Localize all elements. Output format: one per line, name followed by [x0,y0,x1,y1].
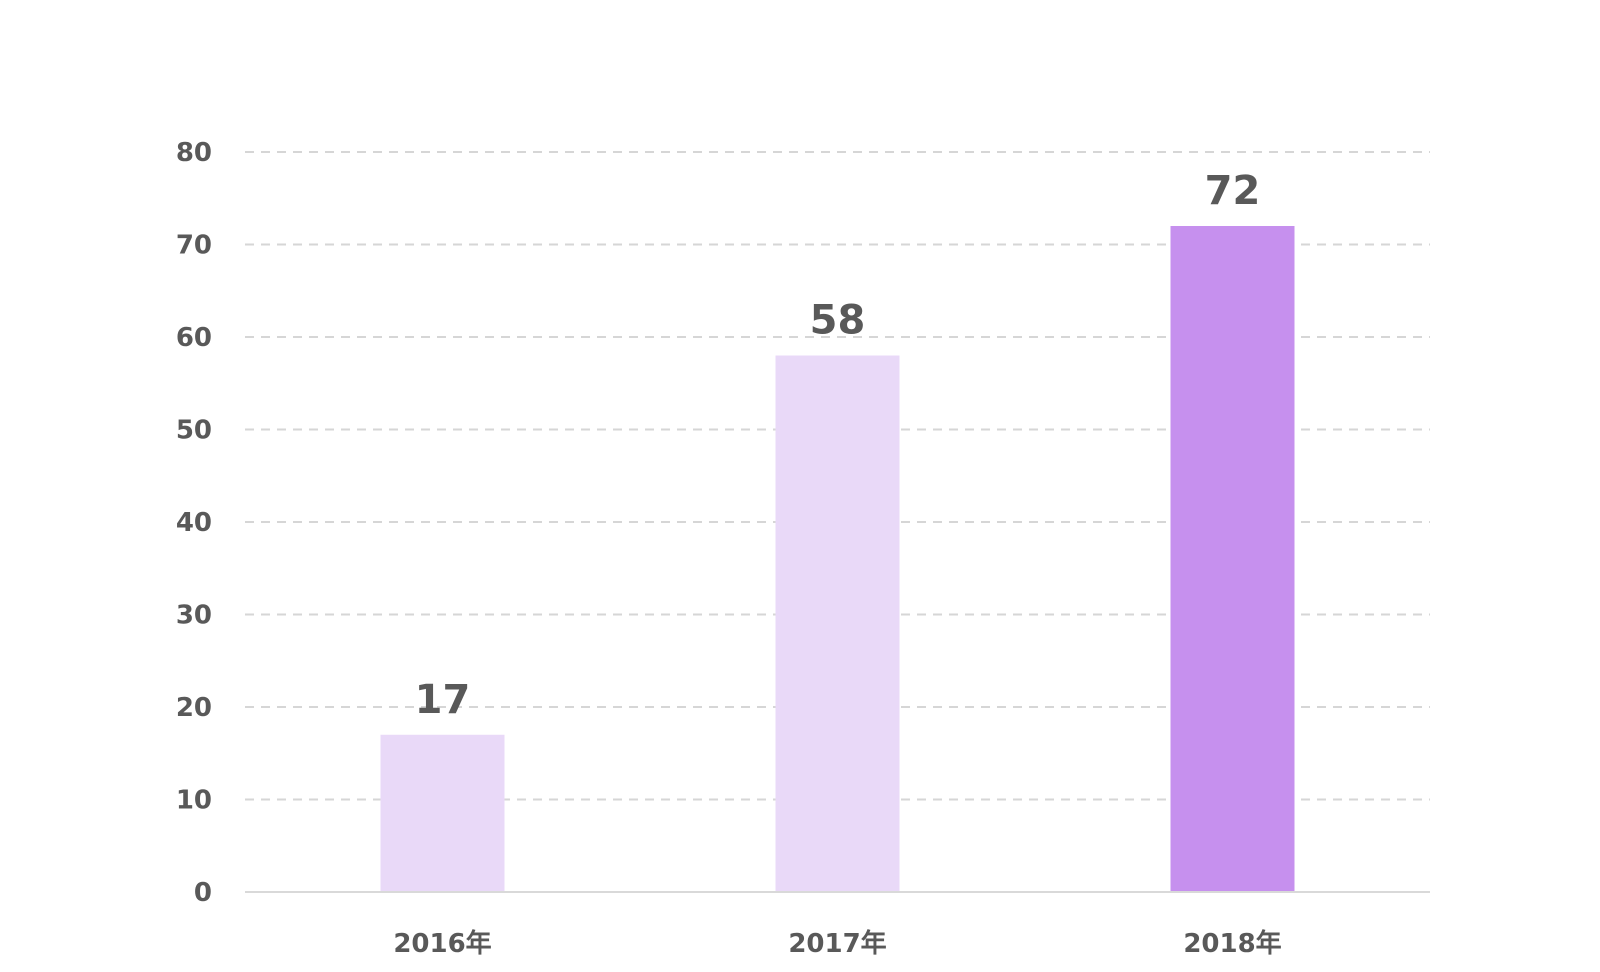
y-tick-label: 20 [176,693,212,723]
x-tick-label: 2016年 [393,928,491,959]
y-tick-label: 60 [176,323,212,353]
y-tick-label: 70 [176,231,212,261]
y-tick-label: 30 [176,601,212,631]
x-axis-tick-labels: 2016年 2017年 2018年 [393,928,1281,959]
bar [1170,226,1295,892]
y-tick-label: 0 [194,878,212,908]
y-tick-label: 40 [176,508,212,538]
bars [380,226,1295,892]
data-label: 58 [810,298,866,344]
data-label: 17 [415,677,471,723]
y-tick-label: 10 [176,786,212,816]
x-tick-label: 2017年 [788,928,886,959]
y-tick-label: 80 [176,138,212,168]
y-axis-tick-labels: 0 10 20 30 40 50 60 70 80 [176,138,212,908]
y-tick-label: 50 [176,416,212,446]
x-tick-label: 2018年 [1183,928,1281,959]
data-labels: 17 58 72 [415,168,1261,723]
bar [380,734,505,892]
bar [775,355,900,892]
data-label: 72 [1205,168,1261,214]
